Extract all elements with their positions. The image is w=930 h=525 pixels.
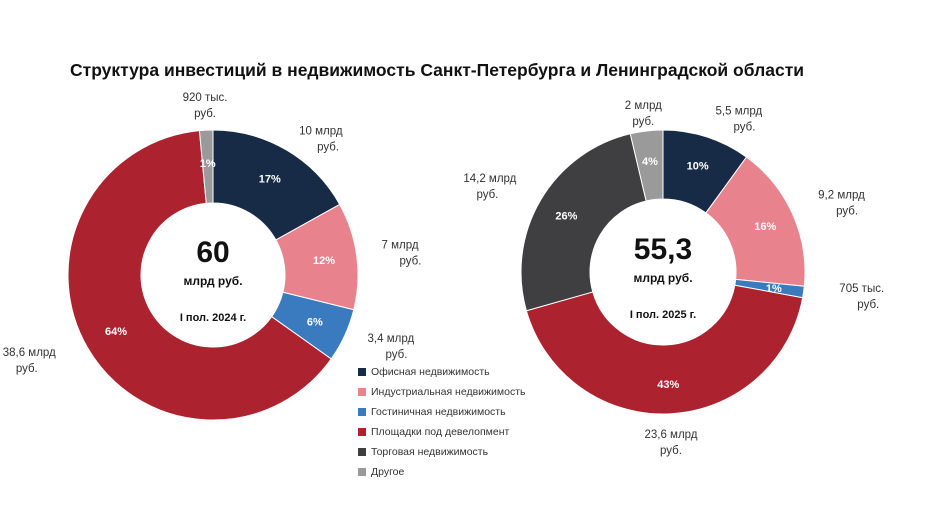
legend-item-retail: Торговая недвижимость xyxy=(358,442,526,462)
slice-value-label: 38,6 млрд руб. xyxy=(3,347,56,375)
center-unit: млрд руб. xyxy=(183,274,242,288)
slice-value-label: 920 тыс. руб. xyxy=(183,92,228,120)
slice-percent-label: 4% xyxy=(642,156,658,168)
legend-item-hotel: Гостиничная недвижимость xyxy=(358,402,526,422)
donut-chart-2: 10%5,5 млрд руб.16%9,2 млрд руб.1% 705 тыс.… xyxy=(463,100,884,457)
donut-slice xyxy=(198,129,214,204)
legend-swatch-development xyxy=(358,428,366,436)
legend-item-development: Площадки под девелопмент xyxy=(358,422,526,442)
slice-percent-label: 6% xyxy=(307,317,323,329)
legend-label-retail: Торговая недвижимость xyxy=(371,446,489,458)
legend-label-hotel: Гостиничная недвижимость xyxy=(371,406,506,418)
donut-slice xyxy=(525,284,804,415)
legend-label-other: Другое xyxy=(371,466,405,478)
donut-chart-1: 17% 10 млрд руб. 12% 7 млрд руб. 6% 3,4 млрд руб… xyxy=(3,92,422,421)
slice-value-label: 2 млрд руб. xyxy=(625,100,662,128)
legend-label-industrial: Индустриальная недвижимость xyxy=(371,386,526,398)
slice-percent-label: 1% xyxy=(200,158,216,170)
legend-label-office: Офисная недвижимость xyxy=(371,366,490,378)
slice-value-label: 9,2 млрд руб. xyxy=(818,190,865,218)
slice-value-label: 5,5 млрд руб. xyxy=(716,105,763,133)
slice-percent-label: 10% xyxy=(687,160,709,172)
slice-value-label: 705 тыс. руб. xyxy=(839,283,884,311)
slice-percent-label: 16% xyxy=(754,221,776,233)
center-unit: млрд руб. xyxy=(633,271,692,285)
legend: Офисная недвижимость Индустриальная недв… xyxy=(358,362,526,482)
center-value: 55,3 xyxy=(634,233,692,266)
legend-swatch-hotel xyxy=(358,408,366,416)
donut-slice xyxy=(520,133,647,312)
legend-swatch-retail xyxy=(358,448,366,456)
donut-slice xyxy=(67,130,332,421)
slice-percent-label: 64% xyxy=(105,326,127,338)
legend-swatch-industrial xyxy=(358,388,366,396)
slice-percent-label: 43% xyxy=(657,379,679,391)
legend-item-other: Другое xyxy=(358,462,526,482)
slice-value-label: 7 млрд руб. xyxy=(382,239,422,267)
legend-item-industrial: Индустриальная недвижимость xyxy=(358,382,526,402)
legend-label-development: Площадки под девелопмент xyxy=(371,426,510,438)
donut-slice xyxy=(212,129,341,241)
legend-item-office: Офисная недвижимость xyxy=(358,362,526,382)
chart-title: Структура инвестиций в недвижимость Санк… xyxy=(70,60,805,80)
slice-percent-label: 12% xyxy=(313,255,335,267)
legend-swatch-office xyxy=(358,368,366,376)
slice-value-label: 23,6 млрд руб. xyxy=(644,429,697,457)
slice-value-label: 3,4 млрд руб. xyxy=(368,333,415,361)
center-period: I пол. 2024 г. xyxy=(180,312,246,324)
slice-percent-label: 17% xyxy=(259,173,281,185)
center-period: I пол. 2025 г. xyxy=(630,309,696,321)
slice-percent-label: 26% xyxy=(555,210,577,222)
center-value: 60 xyxy=(196,236,229,269)
legend-swatch-other xyxy=(358,468,366,476)
donut-slice xyxy=(629,129,664,202)
slice-value-label: 14,2 млрд руб. xyxy=(463,173,516,201)
slice-value-label: 10 млрд руб. xyxy=(299,125,343,153)
